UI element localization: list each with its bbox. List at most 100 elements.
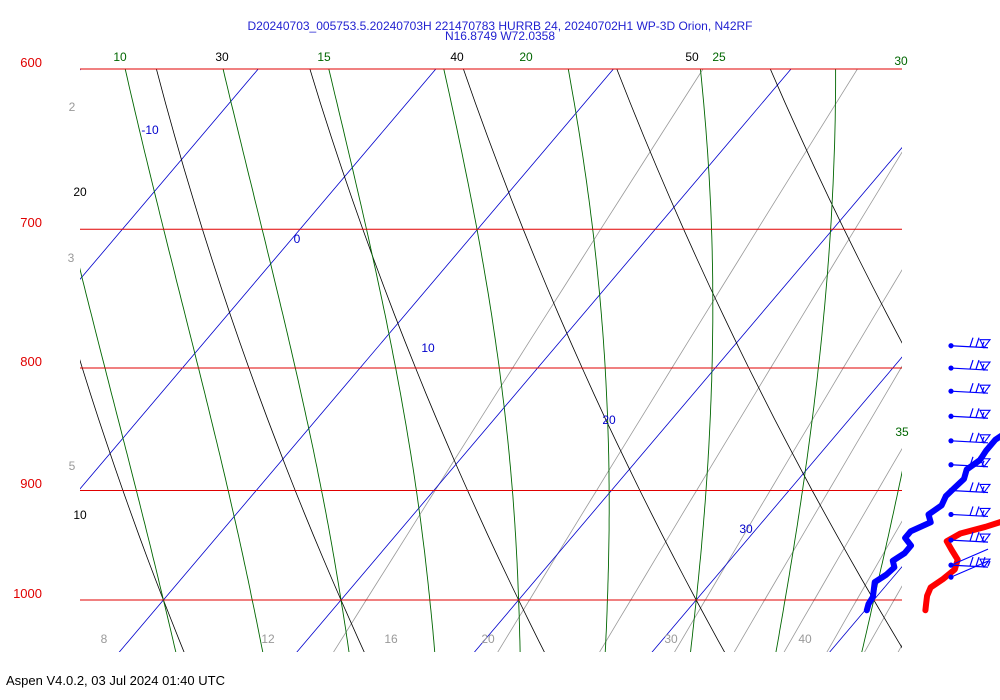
wind-barb-flag xyxy=(975,556,980,567)
wind-barb xyxy=(948,359,992,372)
isobar-label: 700 xyxy=(20,215,42,230)
footer-version-timestamp: Aspen V4.0.2, 03 Jul 2024 01:40 UTC xyxy=(6,673,225,688)
wind-barb-pennant xyxy=(979,361,992,372)
wind-barb-staff xyxy=(950,489,989,494)
isotherm-label: 20 xyxy=(602,413,616,427)
wind-barb-flag xyxy=(969,531,974,542)
dry-adiabat-label: 50 xyxy=(685,50,699,64)
moist-adiabat-label: 10 xyxy=(113,50,127,64)
dewpoint-profile xyxy=(863,432,1000,614)
moist-adiabat-line xyxy=(567,69,610,652)
moist-adiabat-line xyxy=(80,267,177,652)
wind-barb-staff xyxy=(950,415,989,419)
moist-adiabat-label: 30 xyxy=(894,54,908,68)
wind-barb-half-flag xyxy=(981,412,985,418)
wind-barb xyxy=(948,456,992,468)
wind-barb-flag xyxy=(969,482,974,492)
mixing-ratio-line xyxy=(733,365,902,652)
isotherm-line xyxy=(651,356,902,652)
wind-barb-flag xyxy=(969,408,974,418)
isotherm-line xyxy=(967,0,1000,699)
wind-barb-staff xyxy=(950,390,989,394)
wind-barb-flag xyxy=(975,382,980,393)
wind-barb-half-flag xyxy=(981,535,985,542)
wind-barb-flag xyxy=(975,456,980,466)
mixing-ratio-line xyxy=(497,69,858,652)
mixing-ratio-label: 30 xyxy=(664,632,678,646)
wind-barb-staff xyxy=(950,345,989,349)
dry-adiabat-label: 40 xyxy=(450,50,464,64)
mixing-ratio-line xyxy=(826,520,902,652)
wind-barb-flag xyxy=(975,482,980,492)
wind-barb xyxy=(948,548,992,580)
isotherm-line xyxy=(474,146,902,652)
wind-barb-half-flag xyxy=(981,460,985,466)
mixing-ratio-line xyxy=(783,448,902,652)
wind-barb xyxy=(948,531,992,544)
isobar-label: 900 xyxy=(20,476,42,491)
mixing-ratio-label: 16 xyxy=(384,632,398,646)
isobar-label: 600 xyxy=(20,55,42,70)
chart-subtitle-location: N16.8749 W72.0358 xyxy=(444,29,556,43)
wind-barb xyxy=(948,482,992,494)
wind-barb xyxy=(948,506,992,518)
wind-barb-flag xyxy=(969,337,974,347)
mixing-ratio-line xyxy=(674,269,902,652)
dry-adiabat-line xyxy=(462,69,725,652)
wind-barb-pennant xyxy=(979,507,992,518)
wind-barb-half-flag xyxy=(987,560,991,567)
wind-barb-half-flag xyxy=(981,486,985,492)
wind-barb-flag xyxy=(975,408,980,418)
wind-barb-flag xyxy=(969,359,974,370)
wind-barb-staff xyxy=(950,367,989,371)
moist-adiabat-label: 15 xyxy=(317,50,331,64)
isotherm-label: -10 xyxy=(141,123,159,137)
wind-barb-flag xyxy=(975,531,980,542)
mixing-ratio-label: 2 xyxy=(69,100,76,114)
wind-barb-flag xyxy=(975,337,980,347)
wind-barb-pennant xyxy=(979,458,992,468)
wind-barb xyxy=(948,382,992,395)
mixing-ratio-line xyxy=(599,151,902,652)
dry-adiabat-label: 10 xyxy=(73,508,87,522)
dry-adiabat-line xyxy=(309,69,545,652)
dry-adiabat-line xyxy=(769,69,902,344)
isotherm-line xyxy=(118,69,614,652)
wind-barb-flag xyxy=(975,432,980,442)
temperature-profile xyxy=(922,519,1000,614)
wind-barb-half-flag xyxy=(981,341,985,347)
wind-barb-staff xyxy=(950,440,989,444)
wind-barb-staff xyxy=(950,564,989,568)
wind-barb-pennant xyxy=(979,533,992,544)
mixing-ratio-label: 20 xyxy=(481,632,495,646)
wind-barb-pennant xyxy=(979,384,992,395)
dry-adiabat-line xyxy=(891,0,1000,699)
moist-adiabat-label: 25 xyxy=(712,50,726,64)
mixing-ratio-label: 3 xyxy=(68,251,75,265)
wind-barb-half-flag xyxy=(981,436,985,443)
isobar-label: 800 xyxy=(20,354,42,369)
mixing-ratio-line xyxy=(924,34,1000,661)
wind-barb-pennant xyxy=(979,483,992,494)
mixing-ratio-label: 40 xyxy=(798,632,812,646)
wind-barb-extra xyxy=(950,548,989,566)
wind-barb-pennant xyxy=(979,409,992,420)
isotherm-line xyxy=(80,69,259,280)
moist-adiabat-line xyxy=(328,69,436,652)
moist-adiabat-label: 35 xyxy=(895,425,909,439)
mixing-ratio-label: 12 xyxy=(261,632,275,646)
moist-adiabat-line xyxy=(222,69,350,652)
moist-adiabat-line xyxy=(775,69,837,652)
wind-barb-half-flag xyxy=(981,386,985,393)
wind-barb-flag xyxy=(969,556,974,567)
wind-barb-flag xyxy=(969,506,974,516)
moist-adiabat-label: 20 xyxy=(519,50,533,64)
wind-barb-flag xyxy=(969,432,974,442)
isotherm-label: 30 xyxy=(739,522,753,536)
wind-barb-flag xyxy=(975,506,980,516)
isotherm-label: 0 xyxy=(294,232,301,246)
mixing-ratio-label: 8 xyxy=(101,632,108,646)
dry-adiabat-label: 30 xyxy=(215,50,229,64)
dry-adiabat-line xyxy=(155,69,365,652)
